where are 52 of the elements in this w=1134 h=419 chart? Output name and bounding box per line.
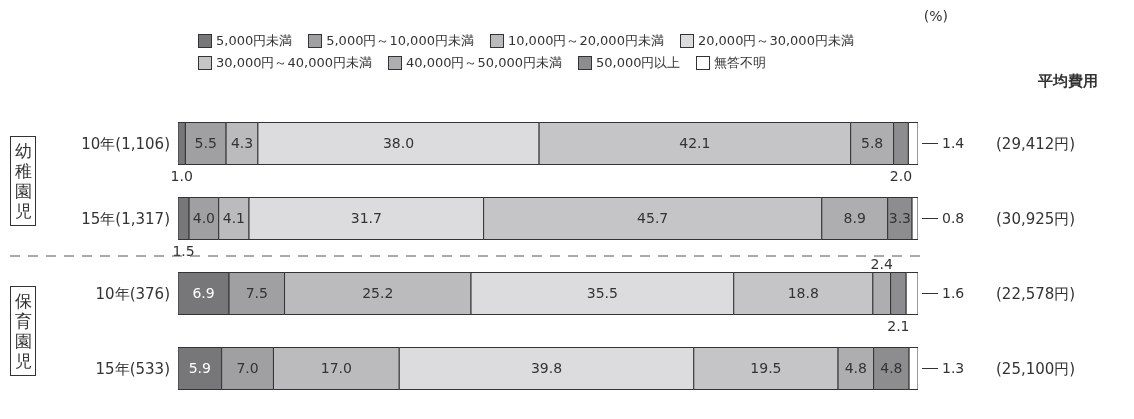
legend-label: 20,000円～30,000円未満 — [696, 32, 854, 50]
y-tick-label: 10年(1,106) — [81, 134, 170, 153]
group-label-box: 幼稚園児 — [10, 136, 36, 226]
text: (25,100円) — [996, 359, 1076, 378]
data-label: 3.3 — [888, 210, 911, 227]
data-label: 1.3 — [942, 360, 965, 377]
legend-label: 10,000円～20,000円未満 — [506, 32, 664, 50]
data-label: 4.8 — [880, 360, 903, 377]
data-label: 8.9 — [843, 210, 866, 227]
data-label: 4.1 — [222, 210, 245, 227]
legend-label: 50,000円以上 — [594, 54, 681, 72]
y-tick-label: 15年(1,317) — [81, 209, 170, 228]
data-label: 1.6 — [942, 285, 965, 302]
data-label: 1.5 — [172, 243, 195, 260]
data-label: 0.8 — [942, 210, 965, 227]
data-label: 19.5 — [750, 360, 782, 377]
group-label-box: 保育園児 — [10, 286, 36, 376]
data-label: 31.7 — [350, 210, 382, 227]
legend-label: 無答不明 — [713, 54, 767, 72]
data-label: 45.7 — [637, 210, 669, 227]
legend-label: 40,000円～50,000円未満 — [405, 54, 562, 72]
data-label: 7.5 — [245, 285, 268, 302]
data-label: 18.8 — [787, 285, 819, 302]
legend-label: 5,000円未満 — [215, 32, 293, 50]
y-tick-label: 15年(533) — [95, 359, 170, 378]
data-label: 17.0 — [320, 360, 352, 377]
y-tick-label: 10年(376) — [95, 284, 170, 303]
data-label: 5.9 — [188, 360, 211, 377]
data-label: 35.5 — [586, 285, 618, 302]
data-label: 4.8 — [844, 360, 867, 377]
text: 平均費用 — [1038, 72, 1098, 91]
data-label: 4.0 — [192, 210, 216, 227]
data-label: 5.5 — [194, 135, 217, 152]
data-label: 1.4 — [942, 135, 965, 152]
text: (29,412円) — [996, 134, 1076, 153]
text: (30,925円) — [996, 209, 1076, 228]
data-label: 2.0 — [889, 168, 913, 185]
data-label: 39.8 — [530, 360, 563, 377]
data-label: 25.2 — [362, 285, 394, 302]
legend-label: 30,000円～40,000円未満 — [215, 54, 372, 72]
data-label: 2.1 — [887, 318, 910, 335]
data-label: 38.0 — [382, 135, 415, 152]
data-label: 4.3 — [230, 135, 254, 152]
data-label: 1.0 — [170, 168, 193, 185]
legend-label: 5,000円～10,000円未満 — [325, 32, 474, 50]
data-label: 42.1 — [679, 135, 711, 152]
data-label: 5.8 — [860, 135, 884, 152]
data-label: 7.0 — [236, 360, 259, 377]
data-label: 6.9 — [192, 285, 215, 302]
text: (22,578円) — [996, 284, 1076, 303]
text: (%) — [923, 8, 948, 24]
data-label: 2.4 — [870, 256, 893, 273]
